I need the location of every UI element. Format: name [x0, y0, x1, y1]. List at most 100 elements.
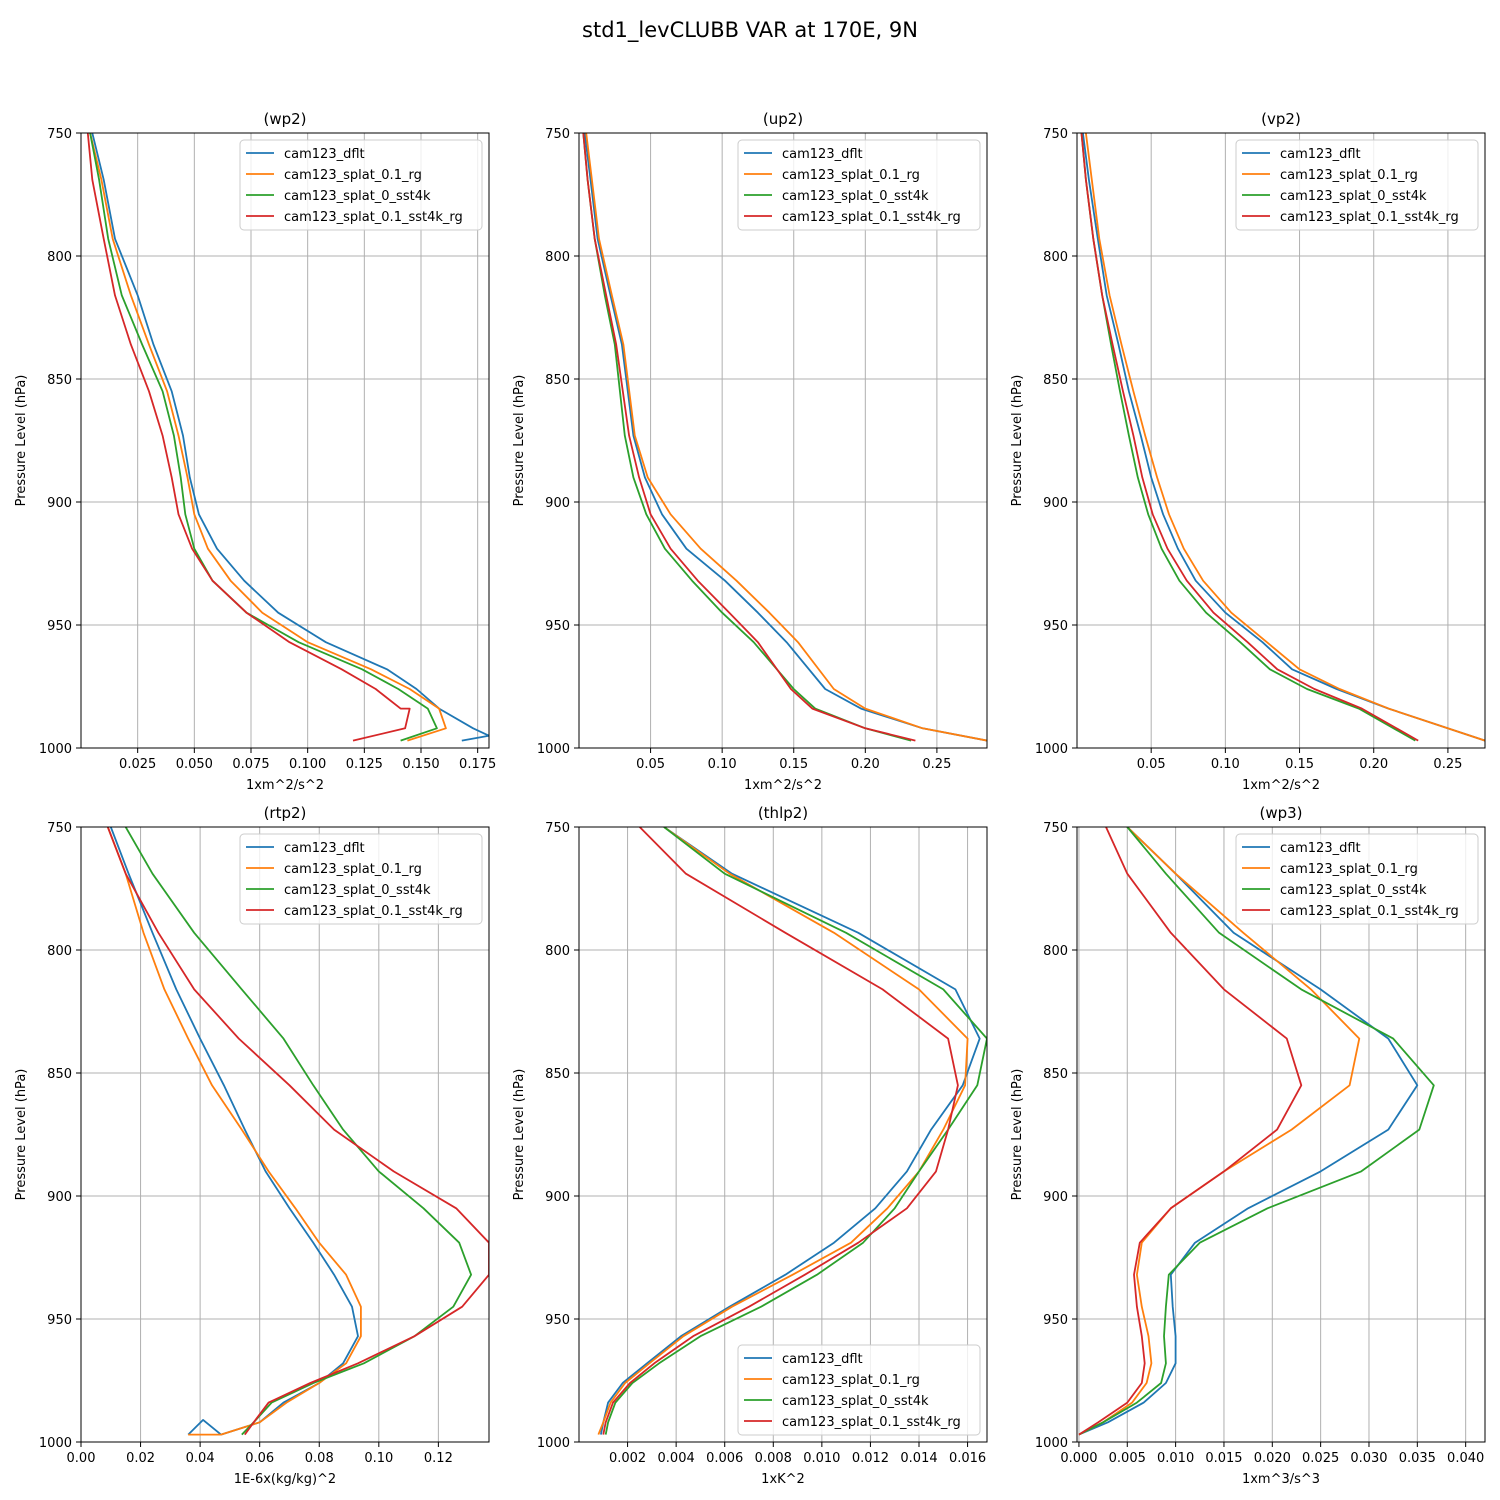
x-tick-label: 0.025: [1302, 1451, 1339, 1466]
x-tick-label: 0.050: [176, 757, 213, 772]
x-tick-label: 0.00: [67, 1451, 96, 1466]
series-line-cam123-splat-0-1-rg: [597, 827, 969, 1435]
legend: cam123_dflt cam123_splat_0.1_rg cam123_spl…: [1235, 139, 1479, 231]
y-axis-label: Pressure Level (hPa): [512, 1069, 527, 1201]
y-tick-label: 850: [545, 1067, 570, 1082]
axes-frame: [578, 826, 988, 1443]
y-tick-label: 900: [47, 496, 72, 511]
x-tick-label: 0.012: [852, 1451, 889, 1466]
y-tick-label: 800: [47, 250, 72, 265]
subplot-vp2: 0.05 0.10 0.15 0.20 0.25 750 800 850 900 950 1000 (…: [1010, 110, 1486, 793]
series-line-cam123-splat-0-1-rg: [106, 827, 362, 1436]
x-tick-label: 0.016: [949, 1451, 986, 1466]
series-line-cam123-splat-0-1-rg: [89, 133, 447, 742]
legend-box: [1235, 833, 1479, 925]
legend-entry: cam123_splat_0.1_rg: [284, 168, 422, 183]
y-tick-label: 750: [545, 821, 570, 836]
axes-frame: [80, 132, 490, 749]
x-tick-label: 0.15: [1285, 757, 1314, 772]
y-tick-label: 750: [1043, 127, 1068, 142]
x-tick-label: 0.014: [900, 1451, 937, 1466]
x-tick-label: 0.20: [851, 757, 880, 772]
legend-entry: cam123_splat_0.1_sst4k_rg: [1280, 904, 1459, 919]
y-tick-label: 900: [1043, 1190, 1068, 1205]
axes-frame: [80, 826, 490, 1443]
x-tick-label: 0.150: [402, 757, 439, 772]
x-tick-label: 0.20: [1359, 757, 1388, 772]
y-tick-label: 900: [47, 1190, 72, 1205]
x-tick-label: 0.005: [1109, 1451, 1146, 1466]
y-tick-label: 950: [1043, 1313, 1068, 1328]
series-line-cam123-splat-0-sst4k: [1078, 827, 1435, 1436]
legend-entry: cam123_splat_0_sst4k: [1280, 883, 1427, 898]
legend-entry: cam123_splat_0.1_sst4k_rg: [284, 904, 463, 919]
legend-entry: cam123_splat_0_sst4k: [782, 1394, 929, 1409]
x-axis-label: 1xm^2/s^2: [744, 778, 822, 793]
legend-entry: cam123_splat_0.1_sst4k_rg: [782, 210, 961, 225]
x-tick-label: 0.010: [1157, 1451, 1194, 1466]
y-tick-label: 1000: [1035, 1436, 1068, 1451]
series-line-cam123-splat-0-sst4k: [604, 827, 987, 1435]
y-tick-label: 800: [1043, 944, 1068, 959]
series-line-cam123-dflt: [583, 133, 987, 742]
y-axis-label: Pressure Level (hPa): [1010, 1069, 1025, 1201]
y-tick-label: 750: [47, 821, 72, 836]
x-tick-label: 0.100: [289, 757, 326, 772]
legend-entry: cam123_dflt: [284, 841, 365, 856]
legend-entry: cam123_splat_0.1_sst4k_rg: [1280, 210, 1459, 225]
subplot-title: (rtp2): [264, 804, 307, 822]
legend: cam123_dflt cam123_splat_0.1_rg cam123_spl…: [239, 833, 483, 925]
x-tick-label: 0.004: [658, 1451, 695, 1466]
y-tick-label: 1000: [1035, 742, 1068, 757]
series-line-cam123-splat-0-1-sst4k-rg: [582, 133, 916, 742]
y-tick-label: 750: [545, 127, 570, 142]
y-tick-label: 800: [545, 250, 570, 265]
series-line-cam123-splat-0-1-sst4k-rg: [86, 133, 411, 742]
subplot-thlp2: 0.002 0.004 0.006 0.008 0.010 0.012 0.014 0.016…: [512, 804, 988, 1487]
x-tick-label: 0.05: [636, 757, 665, 772]
series-line-cam123-splat-0-1-rg: [1085, 133, 1485, 742]
x-axis-label: 1xK^2: [761, 1472, 805, 1487]
x-tick-label: 0.08: [305, 1451, 334, 1466]
x-tick-label: 0.02: [126, 1451, 155, 1466]
x-tick-label: 0.025: [119, 757, 156, 772]
x-tick-label: 0.175: [459, 757, 496, 772]
legend-box: [1235, 139, 1479, 231]
series-line-cam123-dflt: [1082, 133, 1485, 742]
legend-entry: cam123_splat_0_sst4k: [284, 189, 431, 204]
legend-entry: cam123_dflt: [782, 1352, 863, 1367]
y-tick-label: 750: [47, 127, 72, 142]
x-tick-label: 0.002: [609, 1451, 646, 1466]
x-axis-label: 1E-6x(kg/kg)^2: [234, 1472, 336, 1487]
x-axis-label: 1xm^2/s^2: [1242, 778, 1320, 793]
y-tick-label: 800: [1043, 250, 1068, 265]
series-line-cam123-splat-0-1-sst4k-rg: [1080, 133, 1419, 742]
subplot-wp3: 0.000 0.005 0.010 0.015 0.020 0.025 0.030 0.035…: [1010, 804, 1486, 1487]
subplot-title: (vp2): [1261, 110, 1301, 128]
y-tick-label: 1000: [39, 1436, 72, 1451]
series-line-cam123-splat-0-sst4k: [124, 827, 473, 1436]
x-tick-label: 0.020: [1254, 1451, 1291, 1466]
series-line-cam123-splat-0-1-sst4k-rg: [602, 827, 959, 1435]
legend-entry: cam123_splat_0.1_rg: [782, 1373, 920, 1388]
x-tick-label: 0.10: [364, 1451, 393, 1466]
legend-box: [737, 139, 981, 231]
y-tick-label: 750: [1043, 821, 1068, 836]
legend-entry: cam123_splat_0.1_rg: [1280, 862, 1418, 877]
x-axis-label: 1xm^3/s^3: [1242, 1472, 1320, 1487]
x-tick-label: 0.030: [1350, 1451, 1387, 1466]
y-axis-label: Pressure Level (hPa): [512, 375, 527, 507]
legend-entry: cam123_splat_0.1_rg: [1280, 168, 1418, 183]
subplot-wp2: 0.025 0.050 0.075 0.100 0.125 0.150 0.175 750 80…: [14, 110, 496, 793]
x-tick-label: 0.075: [232, 757, 269, 772]
legend-entry: cam123_splat_0.1_sst4k_rg: [782, 1415, 961, 1430]
y-tick-label: 900: [545, 496, 570, 511]
subplot-title: (up2): [763, 110, 803, 128]
subplot-title: (wp3): [1259, 804, 1302, 822]
legend-entry: cam123_splat_0.1_rg: [782, 168, 920, 183]
legend-entry: cam123_splat_0_sst4k: [1280, 189, 1427, 204]
y-tick-label: 950: [545, 1313, 570, 1328]
subplot-title: (thlp2): [758, 804, 808, 822]
